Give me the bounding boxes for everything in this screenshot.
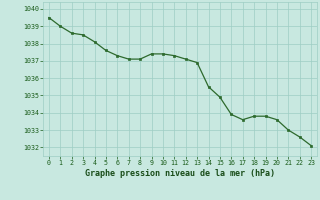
X-axis label: Graphe pression niveau de la mer (hPa): Graphe pression niveau de la mer (hPa)	[85, 169, 275, 178]
